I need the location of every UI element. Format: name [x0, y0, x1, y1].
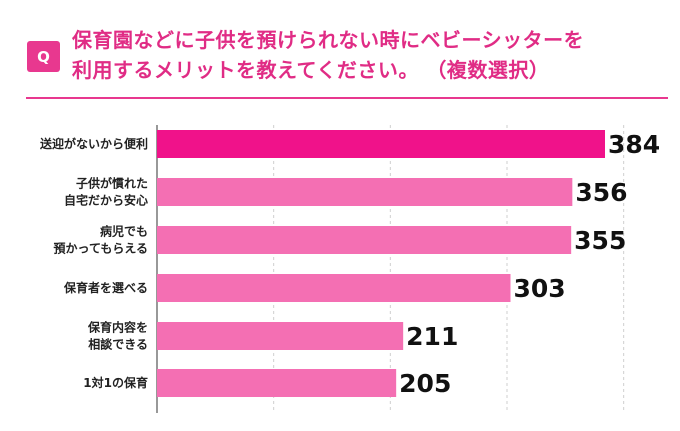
question-title-line-1: 保育園などに子供を預けられない時にベビーシッターを [72, 28, 585, 52]
value-label: 384 [608, 130, 660, 159]
bar [157, 274, 511, 302]
value-label: 303 [514, 274, 566, 303]
bar [157, 130, 605, 158]
value-labels: 384 356 355 303 211 205 [399, 130, 660, 398]
category-label: 保育内容を相談できる [87, 320, 148, 352]
bar [157, 178, 573, 206]
bar [157, 226, 572, 254]
value-label: 356 [575, 178, 627, 207]
chart-bars [157, 130, 605, 397]
category-label: 子供が慣れた自宅だから安心 [64, 176, 148, 208]
category-label: 保育者を選べる [63, 280, 148, 295]
value-label: 355 [574, 226, 626, 255]
category-labels: 送迎がないから便利子供が慣れた自宅だから安心病児でも預かってもらえる保育者を選べ… [39, 136, 148, 390]
value-label: 211 [406, 322, 458, 351]
bar [157, 369, 397, 397]
category-label: 1対1の保育 [83, 375, 148, 390]
category-label: 病児でも預かってもらえる [54, 224, 148, 256]
question-title: 保育園などに子供を預けられない時にベビーシッターを 利用するメリットを教えてくだ… [72, 25, 672, 85]
bar [157, 322, 404, 350]
value-label: 205 [399, 369, 451, 398]
question-title-line-2: 利用するメリットを教えてください。 （複数選択） [72, 58, 550, 82]
question-badge: Q [27, 41, 60, 72]
chart-gridlines [156, 125, 625, 413]
title-divider [26, 97, 668, 99]
category-label: 送迎がないから便利 [39, 136, 148, 151]
